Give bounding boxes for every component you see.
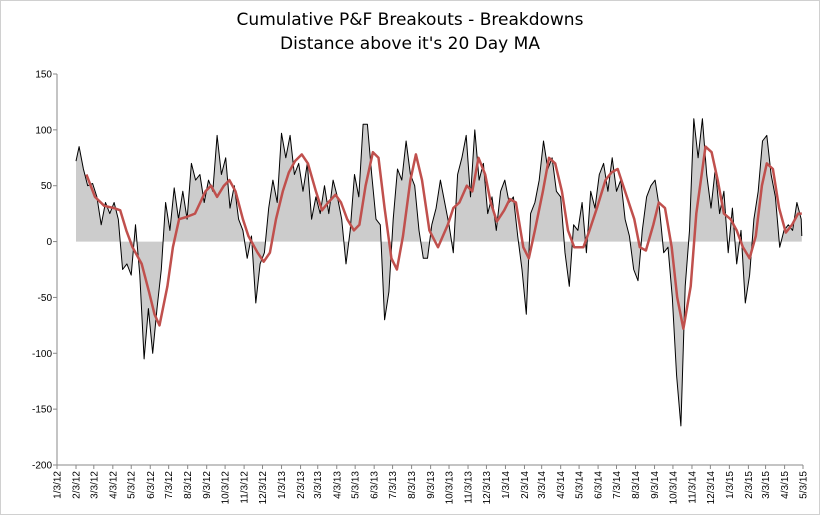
x-tick-label: 5/3/15 <box>799 471 810 499</box>
chart-subtitle: Distance above it's 20 Day MA <box>280 34 540 54</box>
y-tick-label: -100 <box>32 349 52 360</box>
area <box>76 118 802 426</box>
x-tick-label: 7/3/14 <box>612 471 623 499</box>
x-tick-label: 7/3/12 <box>164 471 175 499</box>
x-tick-label: 1/3/12 <box>53 471 64 499</box>
x-tick-label: 2/3/14 <box>520 471 531 499</box>
y-tick-label: 50 <box>41 181 53 192</box>
x-tick-label: 2/3/15 <box>744 471 755 499</box>
x-tick-label: 3/3/14 <box>537 471 548 499</box>
x-tick-label: 4/3/13 <box>332 471 343 499</box>
x-tick-label: 1/3/13 <box>277 471 288 499</box>
y-tick-label: 100 <box>35 125 52 136</box>
x-tick-label: 7/3/13 <box>388 471 399 499</box>
x-tick-label: 2/3/13 <box>296 471 307 499</box>
line <box>85 145 802 330</box>
x-tick-label: 10/3/13 <box>445 471 456 505</box>
x-tick-label: 2/3/12 <box>72 471 83 499</box>
x-tick-label: 12/3/14 <box>706 471 717 505</box>
x-tick-label: 3/3/12 <box>89 471 100 499</box>
x-tick-label: 8/3/14 <box>631 471 642 499</box>
x-tick-label: 5/3/14 <box>575 471 586 499</box>
x-tick-label: 12/3/13 <box>482 471 493 505</box>
x-tick-label: 5/3/13 <box>351 471 362 499</box>
y-tick-label: 150 <box>35 70 52 81</box>
x-tick-label: 12/3/12 <box>258 471 269 505</box>
chart-title: Cumulative P&F Breakouts - Breakdowns <box>237 10 584 30</box>
x-tick-label: 3/3/13 <box>313 471 324 499</box>
x-tick-label: 11/3/12 <box>240 471 251 504</box>
x-tick-label: 6/3/13 <box>370 471 381 499</box>
x-tick-label: 9/3/12 <box>202 471 213 499</box>
line <box>75 118 803 427</box>
x-tick-label: 11/3/13 <box>464 471 475 504</box>
y-tick-label: 0 <box>46 237 52 248</box>
x-tick-label: 6/3/14 <box>594 471 605 499</box>
x-tick-label: 4/3/14 <box>556 471 567 499</box>
x-tick-label: 11/3/14 <box>687 471 698 504</box>
x-tick-label: 10/3/14 <box>668 471 679 505</box>
y-tick-label: -200 <box>32 461 52 472</box>
x-tick-label: 9/3/14 <box>650 471 661 499</box>
x-tick-label: 4/3/12 <box>108 471 119 499</box>
x-tick-label: 1/3/14 <box>501 471 512 499</box>
x-tick-label: 8/3/13 <box>407 471 418 499</box>
x-tick-label: 10/3/12 <box>221 471 232 505</box>
x-tick-label: 3/3/15 <box>761 471 772 499</box>
x-tick-label: 9/3/13 <box>426 471 437 499</box>
x-tick-label: 4/3/15 <box>780 471 791 499</box>
x-tick-label: 8/3/12 <box>183 471 194 499</box>
y-tick-label: -50 <box>38 293 53 304</box>
x-tick-label: 5/3/12 <box>127 471 138 499</box>
y-tick-label: -150 <box>32 405 52 416</box>
x-tick-label: 1/3/15 <box>725 471 736 499</box>
x-tick-label: 6/3/12 <box>146 471 157 499</box>
